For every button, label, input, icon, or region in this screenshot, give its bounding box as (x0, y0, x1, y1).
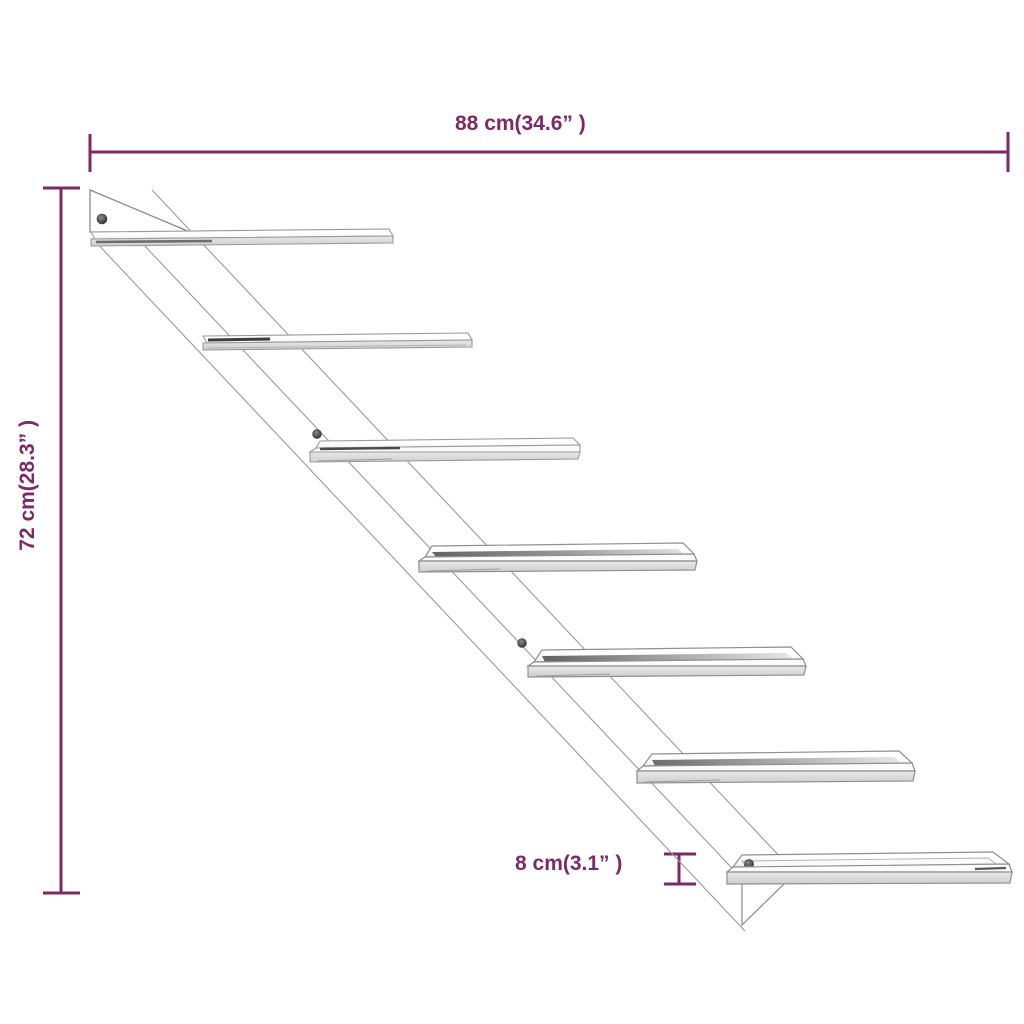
shelf-2[interactable] (202, 332, 473, 351)
shelf-under-line (535, 673, 611, 677)
shelf-5[interactable] (517, 638, 807, 678)
screw-icon (517, 638, 527, 648)
shelf-under-line (206, 344, 467, 349)
shelf-plate-edge (90, 235, 394, 247)
screw-icon (96, 213, 108, 225)
dimension-lines (43, 132, 1010, 895)
bracket-triangle (741, 882, 787, 927)
shelf-under-line (317, 458, 393, 462)
shelf-3[interactable] (308, 429, 582, 463)
shelf-6[interactable] (635, 750, 916, 784)
width-dimension-label: 88 cm(34.6” ) (455, 112, 586, 135)
screw-icon (312, 429, 322, 439)
shelf-under-line (644, 779, 721, 783)
shelf-inner-shadow (207, 337, 271, 342)
depth-dimension-marker (664, 852, 696, 886)
height-dimension-label: 72 cm(28.3” ) (16, 420, 39, 551)
shelf-inner-shadow (974, 866, 1007, 871)
shelf-plate-inner (432, 549, 684, 557)
shelf-plate-edge (726, 871, 1013, 885)
shelf-7[interactable] (725, 851, 1013, 927)
width-dimension-line (88, 132, 1010, 172)
shelf-under-line (426, 568, 501, 572)
shelf-inner-shadow (95, 239, 213, 244)
shelf-4[interactable] (417, 542, 698, 573)
bracket-triangle (89, 189, 191, 233)
shelf-inner-shadow (319, 446, 401, 451)
shelf-1[interactable] (89, 189, 394, 247)
height-dimension-line (43, 186, 80, 895)
depth-dimension-label: 8 cm(3.1” ) (515, 852, 623, 875)
